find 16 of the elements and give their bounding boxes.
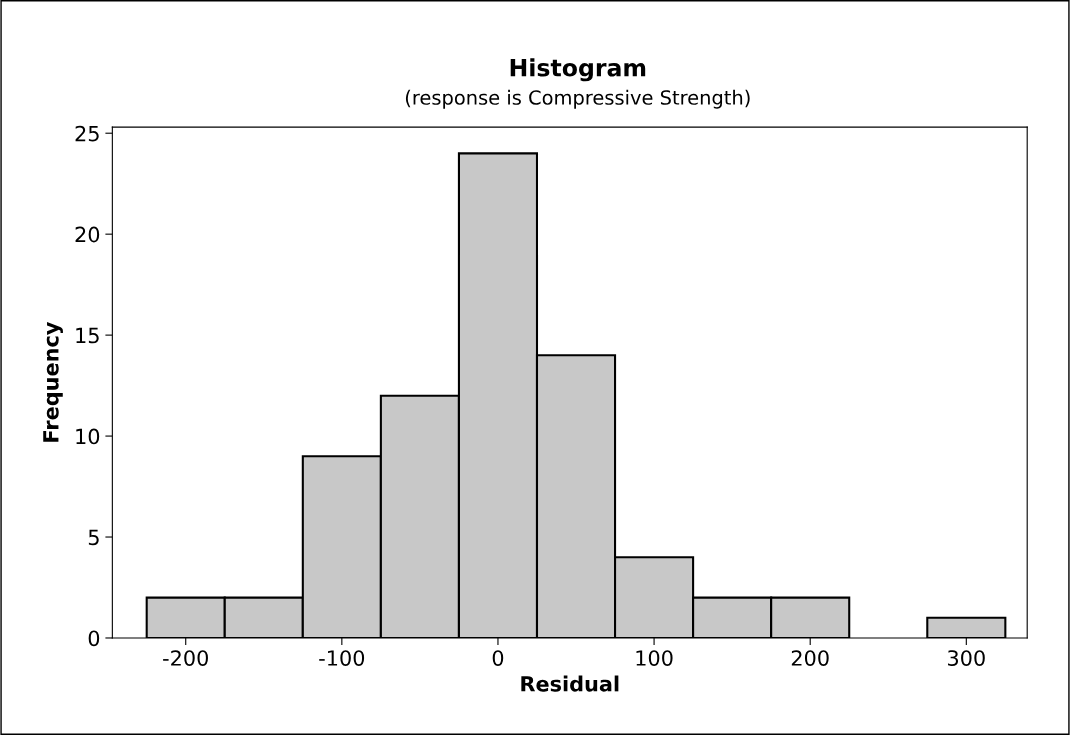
- y-axis-title: Frequency: [43, 321, 63, 442]
- y-tick-label: 20: [75, 226, 100, 243]
- y-tick-label: 15: [76, 327, 99, 344]
- x-tick-label: 0: [492, 650, 504, 666]
- y-tick-label: 0: [88, 630, 100, 647]
- y-tick-label: 5: [88, 529, 99, 546]
- x-tick-label: -200: [163, 650, 208, 666]
- x-tick-label: 200: [791, 650, 829, 666]
- chart-subtitle: (response is Compressive Strength): [405, 89, 750, 109]
- x-tick-label: 100: [636, 650, 673, 666]
- x-axis-title: Residual: [521, 675, 619, 692]
- x-tick-label: 300: [948, 650, 985, 666]
- y-tick-label: 10: [76, 428, 100, 445]
- chart-title: Histogram: [510, 58, 646, 82]
- y-tick-label: 25: [75, 125, 99, 142]
- x-tick-label: -100: [319, 650, 365, 666]
